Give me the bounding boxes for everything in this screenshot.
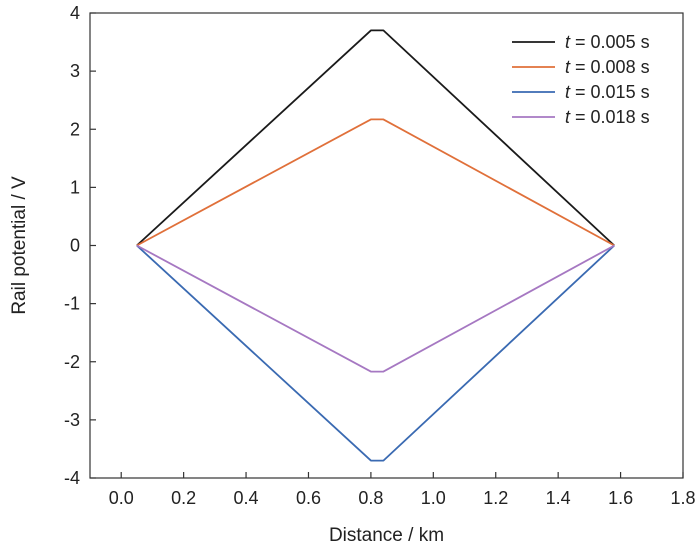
- series-line-3: [136, 244, 615, 373]
- y-tick-label: -3: [64, 410, 80, 430]
- x-tick-label: 1.2: [483, 488, 508, 508]
- x-tick-label: 1.0: [421, 488, 446, 508]
- y-tick-label: 3: [70, 61, 80, 81]
- y-tick-label: 2: [70, 119, 80, 139]
- ticks-layer: 0.0 0.2 0.4 0.6 0.8 1.0 1.2 1.4 1.6 1.8 -4 -3 -2 -1 0 1…: [64, 3, 696, 508]
- legend-label-3: t = 0.018 s: [565, 107, 650, 127]
- y-axis-title: Rail potential / V: [9, 176, 30, 315]
- x-tick-label: 0.4: [234, 488, 259, 508]
- legend-label-1: t = 0.008 s: [565, 57, 650, 77]
- x-tick-label: 1.8: [670, 488, 695, 508]
- y-tick-label: 1: [70, 177, 80, 197]
- y-tick-label: 0: [70, 236, 80, 256]
- legend-label-2: t = 0.015 s: [565, 82, 650, 102]
- y-tick-label: -2: [64, 352, 80, 372]
- x-tick-label: 0.0: [109, 488, 134, 508]
- x-tick-label: 0.6: [296, 488, 321, 508]
- x-tick-label: 0.8: [358, 488, 383, 508]
- x-axis-title: Distance / km: [329, 525, 444, 546]
- series-line-2: [136, 244, 615, 462]
- series-line-0: [136, 29, 615, 247]
- x-tick-label: 1.6: [608, 488, 633, 508]
- legend: t = 0.005 s t = 0.008 s t = 0.015 s t = 0.0…: [512, 32, 650, 127]
- y-tick-label: -4: [64, 468, 80, 488]
- legend-label-0: t = 0.005 s: [565, 32, 650, 52]
- y-tick-label: -1: [64, 294, 80, 314]
- series-line-1: [136, 118, 615, 247]
- y-tick-label: 4: [70, 3, 80, 23]
- series-layer: [136, 29, 615, 462]
- x-tick-label: 1.4: [546, 488, 571, 508]
- x-tick-label: 0.2: [171, 488, 196, 508]
